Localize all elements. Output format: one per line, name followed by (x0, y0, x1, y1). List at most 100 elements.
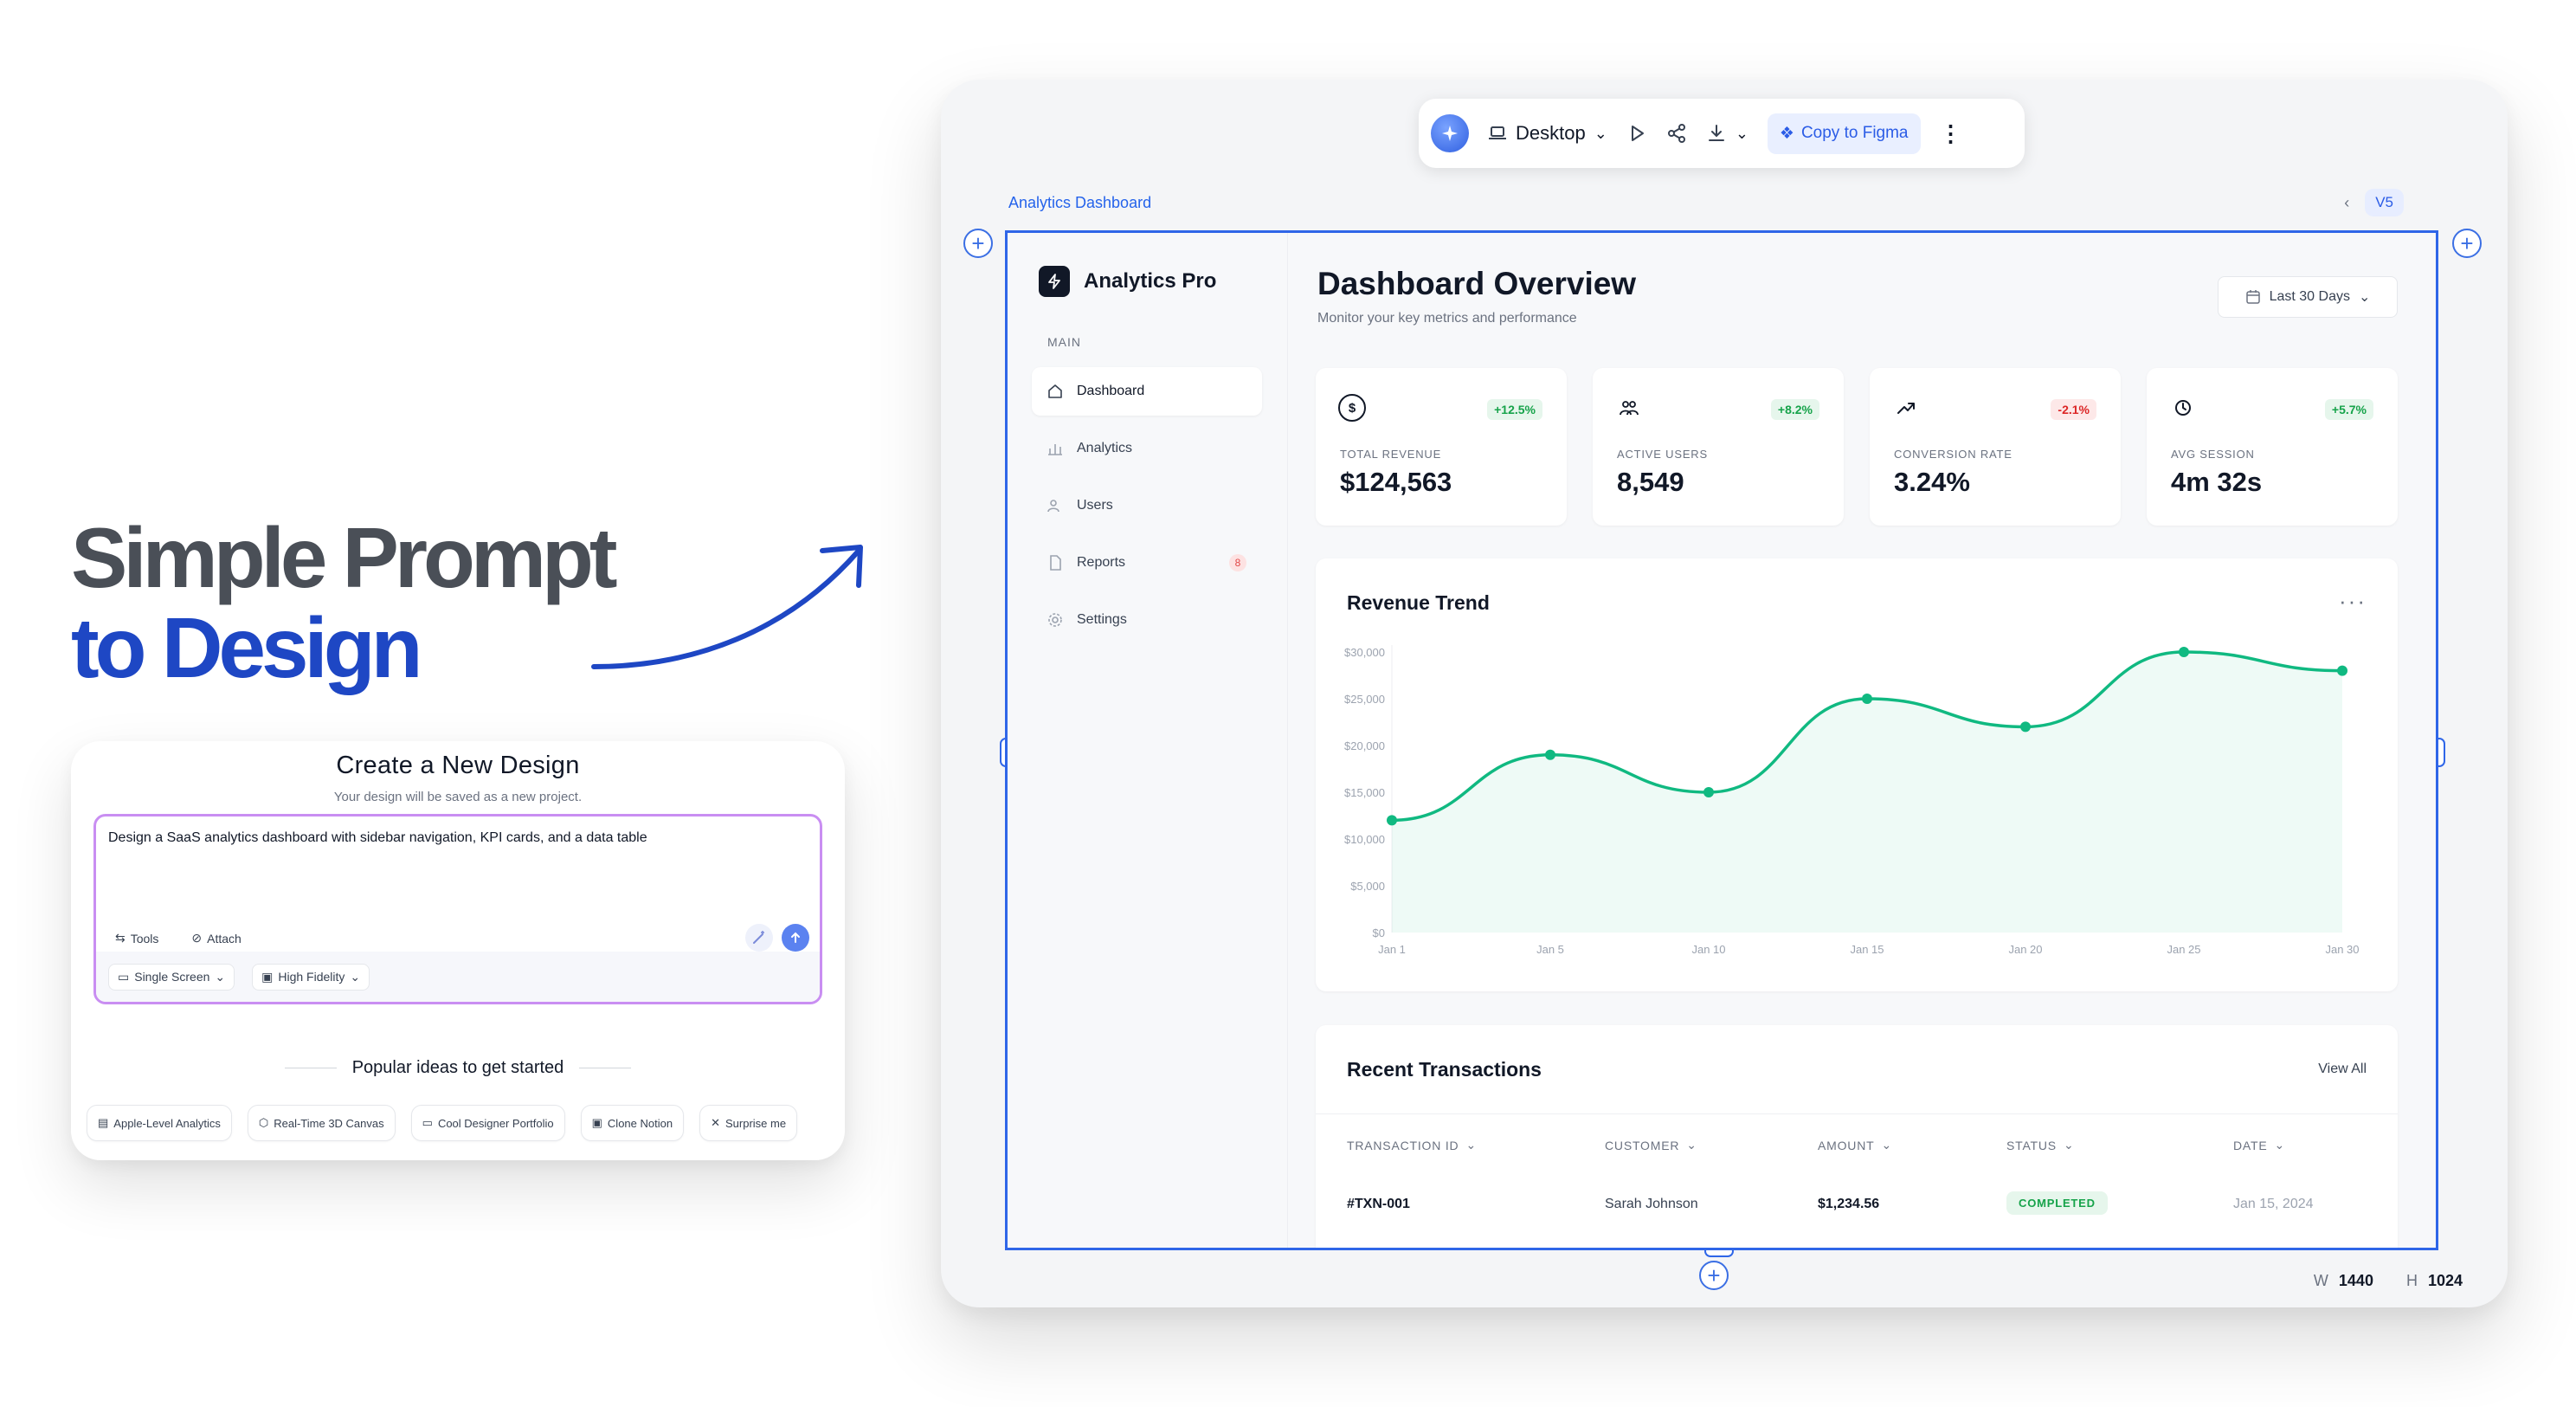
kpi-card: -2.1% CONVERSION RATE 3.24% (1870, 368, 2121, 526)
idea-chip[interactable]: ▤ Apple-Level Analytics (87, 1105, 232, 1141)
idea-label: Surprise me (724, 1116, 787, 1130)
sidebar-nav: Dashboard Analytics Users Reports 8 (1032, 367, 1262, 653)
cube-icon: ⬡ (258, 1116, 269, 1129)
cell-customer: Sarah Johnson (1605, 1197, 1698, 1211)
column-header-customer[interactable]: CUSTOMER ⌄ (1605, 1138, 1697, 1152)
y-tick-label: $0 (1373, 926, 1385, 939)
sidebar-item-label: Analytics (1077, 441, 1133, 455)
chevron-down-icon: ⌄ (2358, 290, 2371, 305)
chevron-down-icon: ⌄ (1465, 1138, 1477, 1152)
attach-button[interactable]: ⊘ Attach (184, 926, 248, 951)
sidebar-item-reports[interactable]: Reports 8 (1032, 539, 1262, 587)
version-control: ‹ V5 (2344, 189, 2404, 216)
create-design-card: Create a New Design Your design will be … (71, 741, 845, 1160)
device-select[interactable]: Desktop ⌄ (1488, 122, 1607, 145)
editor-toolbar: Desktop ⌄ ⌄ ❖ Copy to Figma ⋮ (1419, 99, 2025, 168)
height-label: H (2405, 1272, 2418, 1289)
dollar-icon: $ (1338, 394, 1366, 422)
chart-icon: ▤ (98, 1116, 109, 1129)
y-tick-label: $5,000 (1350, 880, 1385, 893)
version-badge[interactable]: V5 (2365, 189, 2404, 216)
chevron-down-icon: ⌄ (215, 969, 226, 984)
x-tick-label: Jan 25 (2167, 943, 2200, 956)
prompt-text[interactable]: Design a SaaS analytics dashboard with s… (108, 830, 647, 845)
idea-chip[interactable]: ✕ Surprise me (699, 1105, 798, 1141)
width-value: 1440 (2338, 1272, 2373, 1289)
y-tick-label: $15,000 (1344, 786, 1385, 799)
sidebar-item-settings[interactable]: Settings (1032, 596, 1262, 644)
column-label: CUSTOMER (1605, 1138, 1680, 1152)
preview-button[interactable] (1626, 123, 1647, 144)
x-tick-label: Jan 5 (1536, 943, 1564, 956)
x-tick-label: Jan 1 (1378, 943, 1406, 956)
kpi-value: $124,563 (1340, 467, 1452, 497)
idea-chip[interactable]: ⬡ Real-Time 3D Canvas (247, 1105, 396, 1141)
transactions-title: Recent Transactions (1347, 1058, 1542, 1081)
idea-list: ▤ Apple-Level Analytics ⬡ Real-Time 3D Can… (87, 1105, 829, 1141)
status-badge: COMPLETED (2006, 1191, 2108, 1215)
share-button[interactable] (1666, 123, 1687, 144)
view-all-link[interactable]: View All (2318, 1062, 2367, 1076)
add-left-button[interactable]: + (963, 229, 993, 258)
submit-button[interactable] (782, 924, 809, 952)
sidebar-item-label: Settings (1077, 612, 1127, 627)
idea-chip[interactable]: ▣ Clone Notion (580, 1105, 685, 1141)
chevron-left-icon[interactable]: ‹ (2344, 193, 2350, 211)
chart-title: Revenue Trend (1347, 591, 1490, 614)
laptop-icon (1489, 126, 1506, 139)
chevron-down-icon: ⌄ (1686, 1138, 1697, 1152)
data-point (1545, 749, 1555, 760)
tools-button[interactable]: ⇆ Tools (108, 926, 165, 951)
calendar-icon (2245, 290, 2260, 304)
ai-sparkle-button[interactable] (1431, 114, 1469, 152)
design-editor: Desktop ⌄ ⌄ ❖ Copy to Figma ⋮ Analytics … (941, 80, 2508, 1307)
more-horizontal-icon[interactable]: ··· (2339, 588, 2367, 614)
enhance-button[interactable] (745, 924, 773, 952)
chevron-down-icon: ⌄ (1594, 124, 1607, 142)
column-header-amount[interactable]: AMOUNT ⌄ (1818, 1138, 1892, 1152)
sidebar-item-users[interactable]: Users (1032, 481, 1262, 530)
copy-to-figma-button[interactable]: ❖ Copy to Figma (1767, 113, 1921, 154)
users-icon (1047, 500, 1059, 513)
screen-select[interactable]: ▭ Single Screen ⌄ (108, 963, 235, 991)
sidebar-item-label: Users (1077, 498, 1113, 513)
y-tick-label: $30,000 (1344, 646, 1385, 659)
bolt-logo-icon (1039, 266, 1070, 297)
sidebar-item-label: Reports (1077, 555, 1126, 570)
y-tick-label: $10,000 (1344, 833, 1385, 846)
kpi-label: CONVERSION RATE (1894, 448, 2012, 461)
prompt-input[interactable]: Design a SaaS analytics dashboard with s… (93, 814, 822, 1004)
cell-amount: $1,234.56 (1818, 1197, 1880, 1211)
kpi-label: ACTIVE USERS (1617, 448, 1708, 461)
y-tick-label: $25,000 (1344, 693, 1385, 706)
home-icon (1048, 384, 1062, 398)
add-below-button[interactable]: + (1699, 1261, 1729, 1290)
cell-transaction-id[interactable]: #TXN-001 (1347, 1197, 1410, 1211)
kpi-label: AVG SESSION (2171, 448, 2255, 461)
breadcrumb[interactable]: Analytics Dashboard (1008, 194, 1152, 211)
chevron-down-icon: ⌄ (350, 969, 361, 984)
add-right-button[interactable]: + (2452, 229, 2482, 258)
download-button[interactable]: ⌄ (1706, 123, 1748, 144)
popular-label: Popular ideas to get started (351, 1058, 564, 1077)
reports-count-badge: 8 (1229, 554, 1246, 571)
revenue-trend-card: Revenue Trend ··· $0 $5,000 $10,000 $15,000… (1316, 558, 2398, 991)
sidebar-item-dashboard[interactable]: Dashboard (1032, 367, 1262, 416)
date-range-select[interactable]: Last 30 Days ⌄ (2218, 276, 2398, 318)
column-label: TRANSACTION ID (1347, 1138, 1459, 1152)
transactions-card: Recent Transactions View All TRANSACTION… (1316, 1025, 2398, 1248)
kpi-row: $ +12.5% TOTAL REVENUE $124,563 +8.2% AC… (1316, 368, 2398, 526)
sidebar-item-analytics[interactable]: Analytics (1032, 424, 1262, 473)
hero-heading: Simple Prompt to Design (71, 513, 618, 693)
data-point (1703, 787, 1714, 797)
download-icon (1708, 125, 1724, 141)
idea-chip[interactable]: ▭ Cool Designer Portfolio (410, 1105, 565, 1141)
more-menu-button[interactable]: ⋮ (1940, 120, 1962, 147)
fidelity-select[interactable]: ▣ High Fidelity ⌄ (252, 963, 370, 991)
column-header-transaction-id[interactable]: TRANSACTION ID ⌄ (1347, 1138, 1477, 1152)
series-area (1392, 652, 2342, 933)
canvas-size: W 1440 H 1024 (2314, 1272, 2463, 1290)
column-header-status[interactable]: STATUS ⌄ (2006, 1138, 2074, 1152)
design-canvas[interactable]: Analytics Pro MAIN Dashboard Analytics U… (1005, 230, 2438, 1250)
column-header-date[interactable]: DATE ⌄ (2233, 1138, 2285, 1152)
